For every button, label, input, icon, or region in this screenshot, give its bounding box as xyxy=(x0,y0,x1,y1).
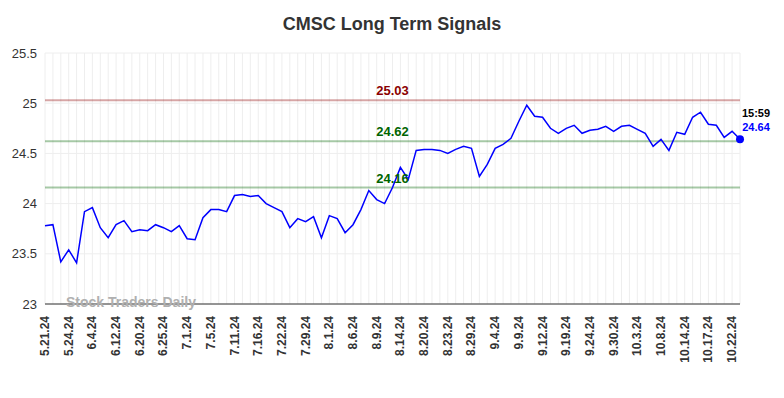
svg-text:7.11.24: 7.11.24 xyxy=(228,316,242,356)
svg-text:24.16: 24.16 xyxy=(376,171,409,186)
svg-text:10.22.24: 10.22.24 xyxy=(725,316,739,363)
svg-text:24.5: 24.5 xyxy=(12,146,37,161)
svg-text:10.17.24: 10.17.24 xyxy=(701,316,715,363)
svg-text:7.22.24: 7.22.24 xyxy=(275,316,289,356)
svg-text:6.20.24: 6.20.24 xyxy=(133,316,147,356)
svg-text:6.25.24: 6.25.24 xyxy=(156,316,170,356)
html-text:Stock Traders Daily: Stock Traders Daily xyxy=(66,294,196,310)
svg-text:8.23.24: 8.23.24 xyxy=(441,316,455,356)
svg-text:24.62: 24.62 xyxy=(376,124,409,139)
svg-text:8.9.24: 8.9.24 xyxy=(370,316,384,350)
svg-text:10.3.24: 10.3.24 xyxy=(630,316,644,356)
svg-text:23.5: 23.5 xyxy=(12,246,37,261)
svg-text:6.12.24: 6.12.24 xyxy=(109,316,123,356)
svg-text:9.12.24: 9.12.24 xyxy=(536,316,550,356)
svg-text:8.20.24: 8.20.24 xyxy=(417,316,431,356)
svg-text:10.8.24: 10.8.24 xyxy=(654,316,668,356)
svg-text:9.9.24: 9.9.24 xyxy=(512,316,526,350)
svg-text:7.1.24: 7.1.24 xyxy=(180,316,194,350)
svg-text:8.1.24: 8.1.24 xyxy=(322,316,336,350)
svg-text:5.24.24: 5.24.24 xyxy=(62,316,76,356)
svg-text:25: 25 xyxy=(23,96,37,111)
svg-text:10.14.24: 10.14.24 xyxy=(678,316,692,363)
svg-text:7.29.24: 7.29.24 xyxy=(299,316,313,356)
svg-text:7.5.24: 7.5.24 xyxy=(204,316,218,350)
svg-text:25.03: 25.03 xyxy=(376,83,409,98)
svg-text:8.29.24: 8.29.24 xyxy=(464,316,478,356)
html-text:CMSC Long Term Signals: CMSC Long Term Signals xyxy=(282,14,502,34)
svg-text:25.5: 25.5 xyxy=(12,46,37,61)
svg-text:24.64: 24.64 xyxy=(742,121,770,133)
svg-text:8.14.24: 8.14.24 xyxy=(393,316,407,356)
svg-text:9.19.24: 9.19.24 xyxy=(559,316,573,356)
svg-text:9.30.24: 9.30.24 xyxy=(607,316,621,356)
svg-text:9.4.24: 9.4.24 xyxy=(488,316,502,350)
svg-text:6.4.24: 6.4.24 xyxy=(85,316,99,350)
svg-text:9.24.24: 9.24.24 xyxy=(583,316,597,356)
svg-text:23: 23 xyxy=(23,297,37,312)
svg-text:8.6.24: 8.6.24 xyxy=(346,316,360,350)
svg-text:15:59: 15:59 xyxy=(742,107,770,119)
svg-text:5.21.24: 5.21.24 xyxy=(38,316,52,356)
svg-text:24: 24 xyxy=(23,196,37,211)
svg-text:7.16.24: 7.16.24 xyxy=(251,316,265,356)
